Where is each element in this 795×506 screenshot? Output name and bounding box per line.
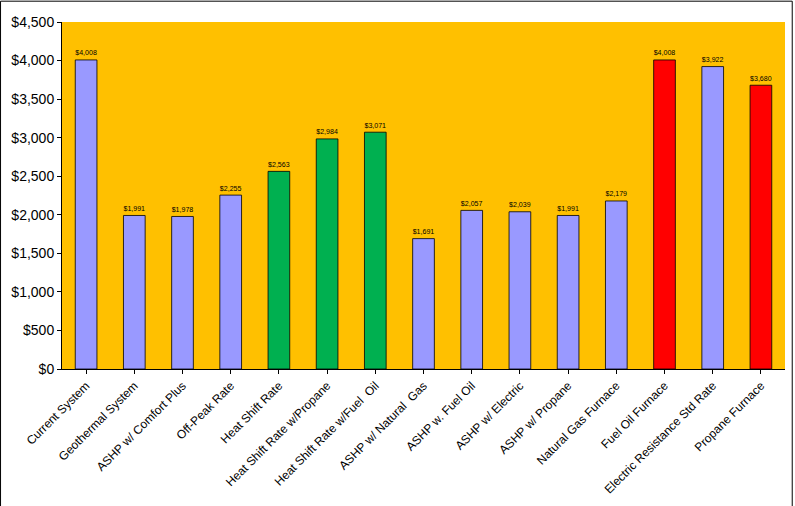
svg-text:ASHP w. Fuel Oil: ASHP w. Fuel Oil — [403, 379, 478, 454]
svg-text:Natural Gas Furnace: Natural Gas Furnace — [534, 379, 623, 468]
svg-text:$4,000: $4,000 — [11, 52, 54, 68]
svg-text:$1,991: $1,991 — [123, 205, 145, 212]
svg-text:Geothermal System: Geothermal System — [56, 379, 141, 464]
svg-text:Current System: Current System — [24, 379, 93, 448]
svg-text:Fuel Oil Furnace: Fuel Oil Furnace — [598, 379, 671, 452]
svg-text:$1,978: $1,978 — [172, 206, 194, 213]
svg-text:$2,179: $2,179 — [605, 190, 627, 197]
svg-text:$3,000: $3,000 — [11, 130, 54, 146]
svg-text:$2,255: $2,255 — [220, 185, 242, 192]
svg-text:ASHP w/ Propane: ASHP w/ Propane — [496, 379, 574, 457]
svg-text:$2,000: $2,000 — [11, 207, 54, 223]
svg-text:Heat Shift Rate w/Propane: Heat Shift Rate w/Propane — [223, 379, 334, 490]
svg-text:$500: $500 — [23, 322, 54, 338]
svg-text:$1,500: $1,500 — [11, 245, 54, 261]
svg-text:$3,680: $3,680 — [750, 75, 772, 82]
svg-text:Off-Peak Rate: Off-Peak Rate — [174, 379, 238, 443]
svg-text:$2,039: $2,039 — [509, 201, 531, 208]
svg-text:ASHP w/ Natural Gas: ASHP w/ Natural Gas — [336, 379, 430, 473]
svg-text:$2,984: $2,984 — [316, 128, 338, 135]
svg-text:Heat Shift Rate: Heat Shift Rate — [218, 379, 286, 447]
svg-text:Propane Furnace: Propane Furnace — [692, 379, 768, 455]
svg-text:ASHP w/ Comfort Plus: ASHP w/ Comfort Plus — [94, 379, 189, 474]
svg-text:$2,057: $2,057 — [461, 200, 483, 207]
svg-text:$0: $0 — [39, 361, 55, 377]
svg-text:Heat Shift Rate w/Fuel Oil: Heat Shift Rate w/Fuel Oil — [272, 379, 382, 489]
svg-text:$1,991: $1,991 — [557, 205, 579, 212]
svg-text:$2,563: $2,563 — [268, 161, 290, 168]
svg-text:$3,922: $3,922 — [702, 56, 724, 63]
svg-text:$2,500: $2,500 — [11, 168, 54, 184]
svg-text:ASHP w/ Electric: ASHP w/ Electric — [452, 379, 526, 453]
svg-text:$3,071: $3,071 — [364, 122, 386, 129]
svg-text:$1,691: $1,691 — [413, 228, 435, 235]
svg-text:$4,500: $4,500 — [11, 14, 54, 30]
svg-text:$3,500: $3,500 — [11, 91, 54, 107]
svg-text:$1,000: $1,000 — [11, 284, 54, 300]
svg-text:$4,008: $4,008 — [75, 49, 97, 56]
svg-text:$4,008: $4,008 — [654, 49, 676, 56]
svg-text:Electric Resistance Std Rate: Electric Resistance Std Rate — [602, 379, 720, 497]
